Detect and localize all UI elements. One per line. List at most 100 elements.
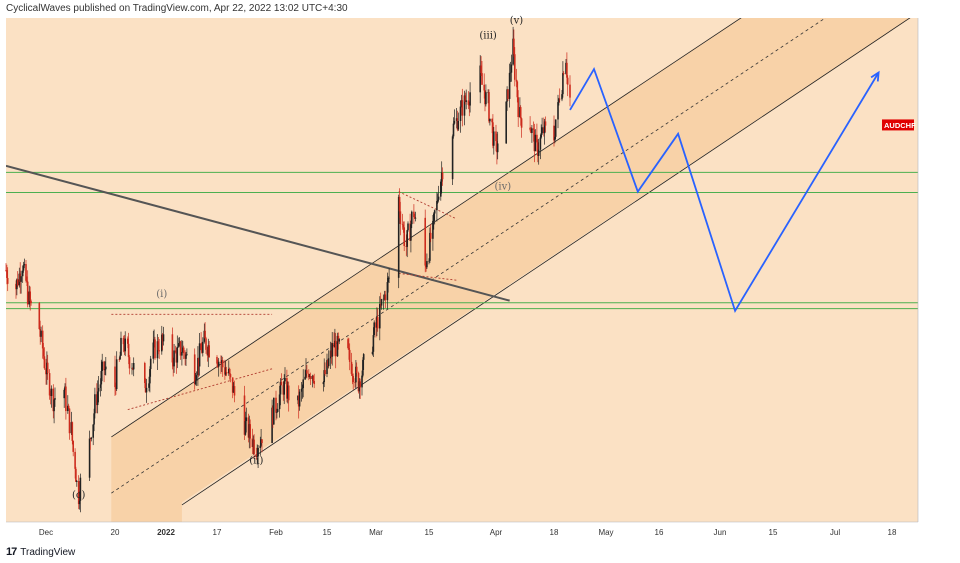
projection-arrowhead (870, 70, 880, 82)
candle-body (178, 343, 180, 347)
candle-body (496, 143, 499, 153)
candle-body (533, 129, 536, 152)
candle-body (224, 367, 226, 375)
candle-body (519, 107, 521, 118)
time-tick-label: 15 (323, 528, 332, 537)
candle-body (347, 339, 349, 348)
candle-body (115, 387, 117, 390)
candle-body (124, 338, 126, 352)
candle-body (225, 371, 228, 374)
candle-body (43, 356, 46, 369)
candle-body (21, 270, 24, 277)
time-axis[interactable]: Dec 20 2022 17 Feb 15 Mar 15 Apr 18 May 16 Jun 15 Jul 1… (39, 528, 897, 537)
candle-body (436, 199, 439, 202)
candle-body (67, 405, 70, 409)
candle-body (207, 345, 210, 356)
candle-body (410, 224, 412, 241)
candle-body (437, 196, 440, 200)
wave-labels-layer: (c) (i) (ii) (iii) (iv) (v) (72, 15, 523, 501)
candle-body (174, 350, 177, 353)
time-tick-label: Mar (369, 528, 383, 537)
candle-body (488, 92, 490, 122)
candle-body (424, 217, 426, 266)
candle-body (127, 338, 129, 344)
candle-body (554, 136, 556, 141)
candle-body (65, 386, 67, 412)
time-tick-label: Jun (714, 528, 727, 537)
candle-body (491, 118, 493, 123)
candle-body (536, 134, 538, 143)
candle-body (413, 217, 416, 219)
candle-body (200, 343, 202, 351)
candle-body (539, 137, 542, 150)
candle-body (541, 127, 543, 134)
candle-body (507, 89, 509, 99)
candle-body (6, 277, 9, 284)
candle-body (510, 64, 513, 73)
candle-body (103, 361, 105, 371)
candle-body (469, 92, 471, 106)
logo-text: TradingView (20, 546, 76, 558)
candle-body (148, 383, 150, 388)
candle-body (543, 121, 546, 134)
candle-body (63, 389, 65, 399)
candle-body (228, 368, 230, 374)
candle-body (26, 281, 29, 305)
drawings-layer (6, 18, 918, 522)
candle-body (38, 303, 41, 330)
candle-body (156, 341, 159, 359)
candle-body (127, 343, 130, 358)
candle-body (428, 260, 430, 262)
candle-body (154, 339, 156, 359)
candle-body (158, 350, 160, 352)
candle-body (193, 354, 196, 385)
time-tick-label: 15 (769, 528, 778, 537)
candle-body (6, 270, 8, 278)
candle-body (182, 347, 184, 352)
candle-body (479, 65, 481, 93)
candle-body (487, 92, 489, 93)
candle-body (272, 407, 274, 425)
candle-body (429, 232, 432, 239)
candle-body (74, 451, 76, 469)
candle-body (287, 385, 290, 401)
candle-body (354, 382, 356, 383)
candle-body (100, 370, 103, 385)
candle-body (20, 276, 22, 282)
candle-body (282, 385, 285, 395)
wave-iv-triangle-lower (398, 272, 457, 281)
candle-body (337, 335, 340, 342)
candle-body (380, 299, 383, 306)
candle-body (54, 398, 56, 400)
candle-body (49, 395, 52, 397)
candle-body (70, 422, 73, 434)
candle-body (284, 378, 286, 382)
wave-label: (i) (156, 289, 167, 300)
candle-body (228, 368, 231, 375)
candle-body (249, 424, 251, 439)
tradingview-logo[interactable]: 17 TradingView (6, 546, 75, 558)
candle-body (172, 362, 174, 367)
candle-body (516, 81, 519, 98)
candle-body (5, 270, 7, 271)
candle-body (506, 89, 508, 102)
candle-body (301, 388, 304, 389)
candle-body (562, 73, 565, 74)
candle-body (530, 129, 532, 133)
candle-body (517, 97, 519, 118)
candle-body (375, 322, 377, 328)
candle-body (558, 98, 561, 100)
candle-body (206, 349, 209, 356)
candle-body (350, 361, 353, 374)
candle-body (40, 330, 42, 337)
candle-body (485, 92, 487, 105)
candle-body (433, 210, 436, 214)
candle-body (186, 354, 188, 356)
candle-body (248, 424, 251, 438)
candle-body (115, 359, 118, 390)
candle-body (348, 347, 350, 350)
candle-body (178, 341, 181, 344)
candle-body (359, 381, 361, 388)
candle-body (53, 399, 55, 412)
